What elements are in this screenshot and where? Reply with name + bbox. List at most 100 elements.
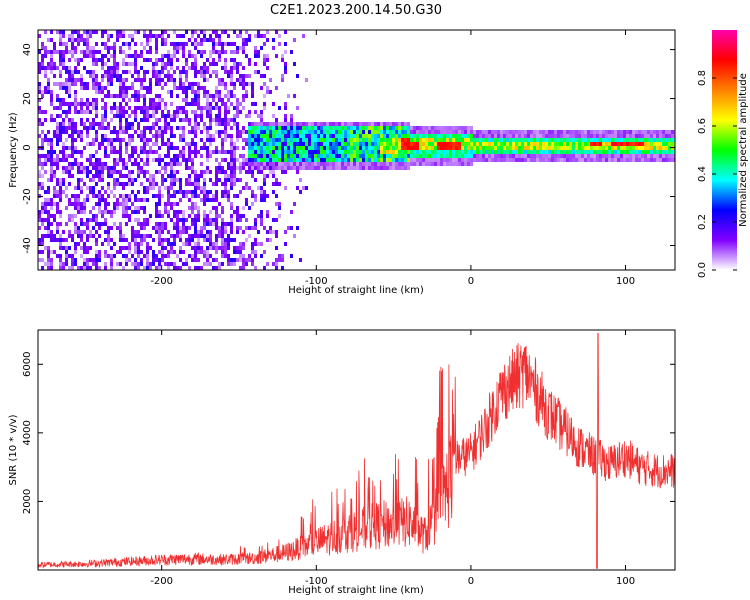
heatmap-cell xyxy=(590,134,593,138)
heatmap-cell xyxy=(173,262,176,266)
heatmap-cell xyxy=(92,142,95,146)
heatmap-cell xyxy=(284,70,287,74)
heatmap-cell xyxy=(407,126,410,130)
heatmap-cell xyxy=(419,130,422,134)
heatmap-cell xyxy=(104,154,107,158)
heatmap-cell xyxy=(383,138,386,142)
heatmap-cell xyxy=(278,206,281,210)
heatmap-cell xyxy=(374,158,377,162)
heatmap-cell xyxy=(257,158,260,162)
heatmap-cell xyxy=(491,130,494,134)
heatmap-cell xyxy=(71,82,74,86)
heatmap-cell xyxy=(80,82,83,86)
heatmap-cell xyxy=(635,150,638,154)
heatmap-cell xyxy=(197,42,200,46)
heatmap-cell xyxy=(92,162,95,166)
heatmap-cell xyxy=(233,170,236,174)
heatmap-cell xyxy=(320,122,323,126)
heatmap-cell xyxy=(86,158,89,162)
heatmap-cell xyxy=(395,142,398,146)
heatmap-cell xyxy=(461,130,464,134)
heatmap-cell xyxy=(209,262,212,266)
heatmap-cell xyxy=(134,198,137,202)
heatmap-cell xyxy=(290,138,293,142)
heatmap-cell xyxy=(209,126,212,130)
heatmap-cell xyxy=(317,162,320,166)
heatmap-cell xyxy=(272,166,275,170)
heatmap-cell xyxy=(65,90,68,94)
heatmap-cell xyxy=(101,86,104,90)
heatmap-cell xyxy=(41,174,44,178)
heatmap-cell xyxy=(272,38,275,42)
heatmap-cell xyxy=(143,114,146,118)
heatmap-cell xyxy=(461,142,464,146)
heatmap-cell xyxy=(245,82,248,86)
heatmap-cell xyxy=(80,74,83,78)
heatmap-cell xyxy=(332,142,335,146)
heatmap-cell xyxy=(68,218,71,222)
heatmap-cell xyxy=(452,134,455,138)
heatmap-cell xyxy=(53,62,56,66)
heatmap-cell xyxy=(374,134,377,138)
heatmap-cell xyxy=(158,226,161,230)
heatmap-cell xyxy=(221,194,224,198)
heatmap-cell xyxy=(236,62,239,66)
heatmap-cell xyxy=(77,78,80,82)
heatmap-cell xyxy=(212,118,215,122)
heatmap-cell xyxy=(230,222,233,226)
heatmap-cell xyxy=(650,142,653,146)
heatmap-cell xyxy=(176,218,179,222)
heatmap-cell xyxy=(176,162,179,166)
heatmap-cell xyxy=(425,130,428,134)
heatmap-cell xyxy=(176,106,179,110)
heatmap-cell xyxy=(302,134,305,138)
heatmap-frame xyxy=(37,29,676,271)
heatmap-cell xyxy=(395,122,398,126)
heatmap-cell xyxy=(164,202,167,206)
heatmap-cell xyxy=(395,138,398,142)
heatmap-cell xyxy=(167,194,170,198)
heatmap-cell xyxy=(263,82,266,86)
heatmap-cell xyxy=(50,266,53,270)
heatmap-cell xyxy=(425,146,428,150)
heatmap-cell xyxy=(257,126,260,130)
heatmap-cell xyxy=(164,210,167,214)
heatmap-cell xyxy=(122,110,125,114)
heatmap-cell xyxy=(68,50,71,54)
heatmap-cell xyxy=(206,238,209,242)
heatmap-cell xyxy=(224,118,227,122)
heatmap-cell xyxy=(494,154,497,158)
heatmap-cell xyxy=(260,110,263,114)
heatmap-cell xyxy=(158,202,161,206)
heatmap-cell xyxy=(146,250,149,254)
heatmap-cell xyxy=(56,158,59,162)
heatmap-cell xyxy=(185,58,188,62)
heatmap-cell xyxy=(59,178,62,182)
heatmap-cell xyxy=(188,190,191,194)
heatmap-cell xyxy=(41,242,44,246)
heatmap-cell xyxy=(518,154,521,158)
heatmap-cell xyxy=(227,238,230,242)
heatmap-cell xyxy=(116,206,119,210)
heatmap-cell xyxy=(173,194,176,198)
heatmap-cell xyxy=(86,118,89,122)
heatmap-cell xyxy=(47,250,50,254)
heatmap-cell xyxy=(188,226,191,230)
heatmap-cell xyxy=(188,82,191,86)
heatmap-cell xyxy=(131,254,134,258)
heatmap-cell xyxy=(413,130,416,134)
heatmap-cell xyxy=(341,162,344,166)
heatmap-cell xyxy=(140,118,143,122)
heatmap-cell xyxy=(221,50,224,54)
heatmap-cell xyxy=(41,202,44,206)
heatmap-cell xyxy=(269,162,272,166)
snr-frame xyxy=(37,329,676,571)
heatmap-cell xyxy=(242,258,245,262)
heatmap-cell xyxy=(287,162,290,166)
heatmap-cell xyxy=(527,154,530,158)
heatmap-cell xyxy=(50,170,53,174)
heatmap-cell xyxy=(365,130,368,134)
heatmap-cell xyxy=(161,158,164,162)
heatmap-cell xyxy=(524,130,527,134)
heatmap-cell xyxy=(83,246,86,250)
